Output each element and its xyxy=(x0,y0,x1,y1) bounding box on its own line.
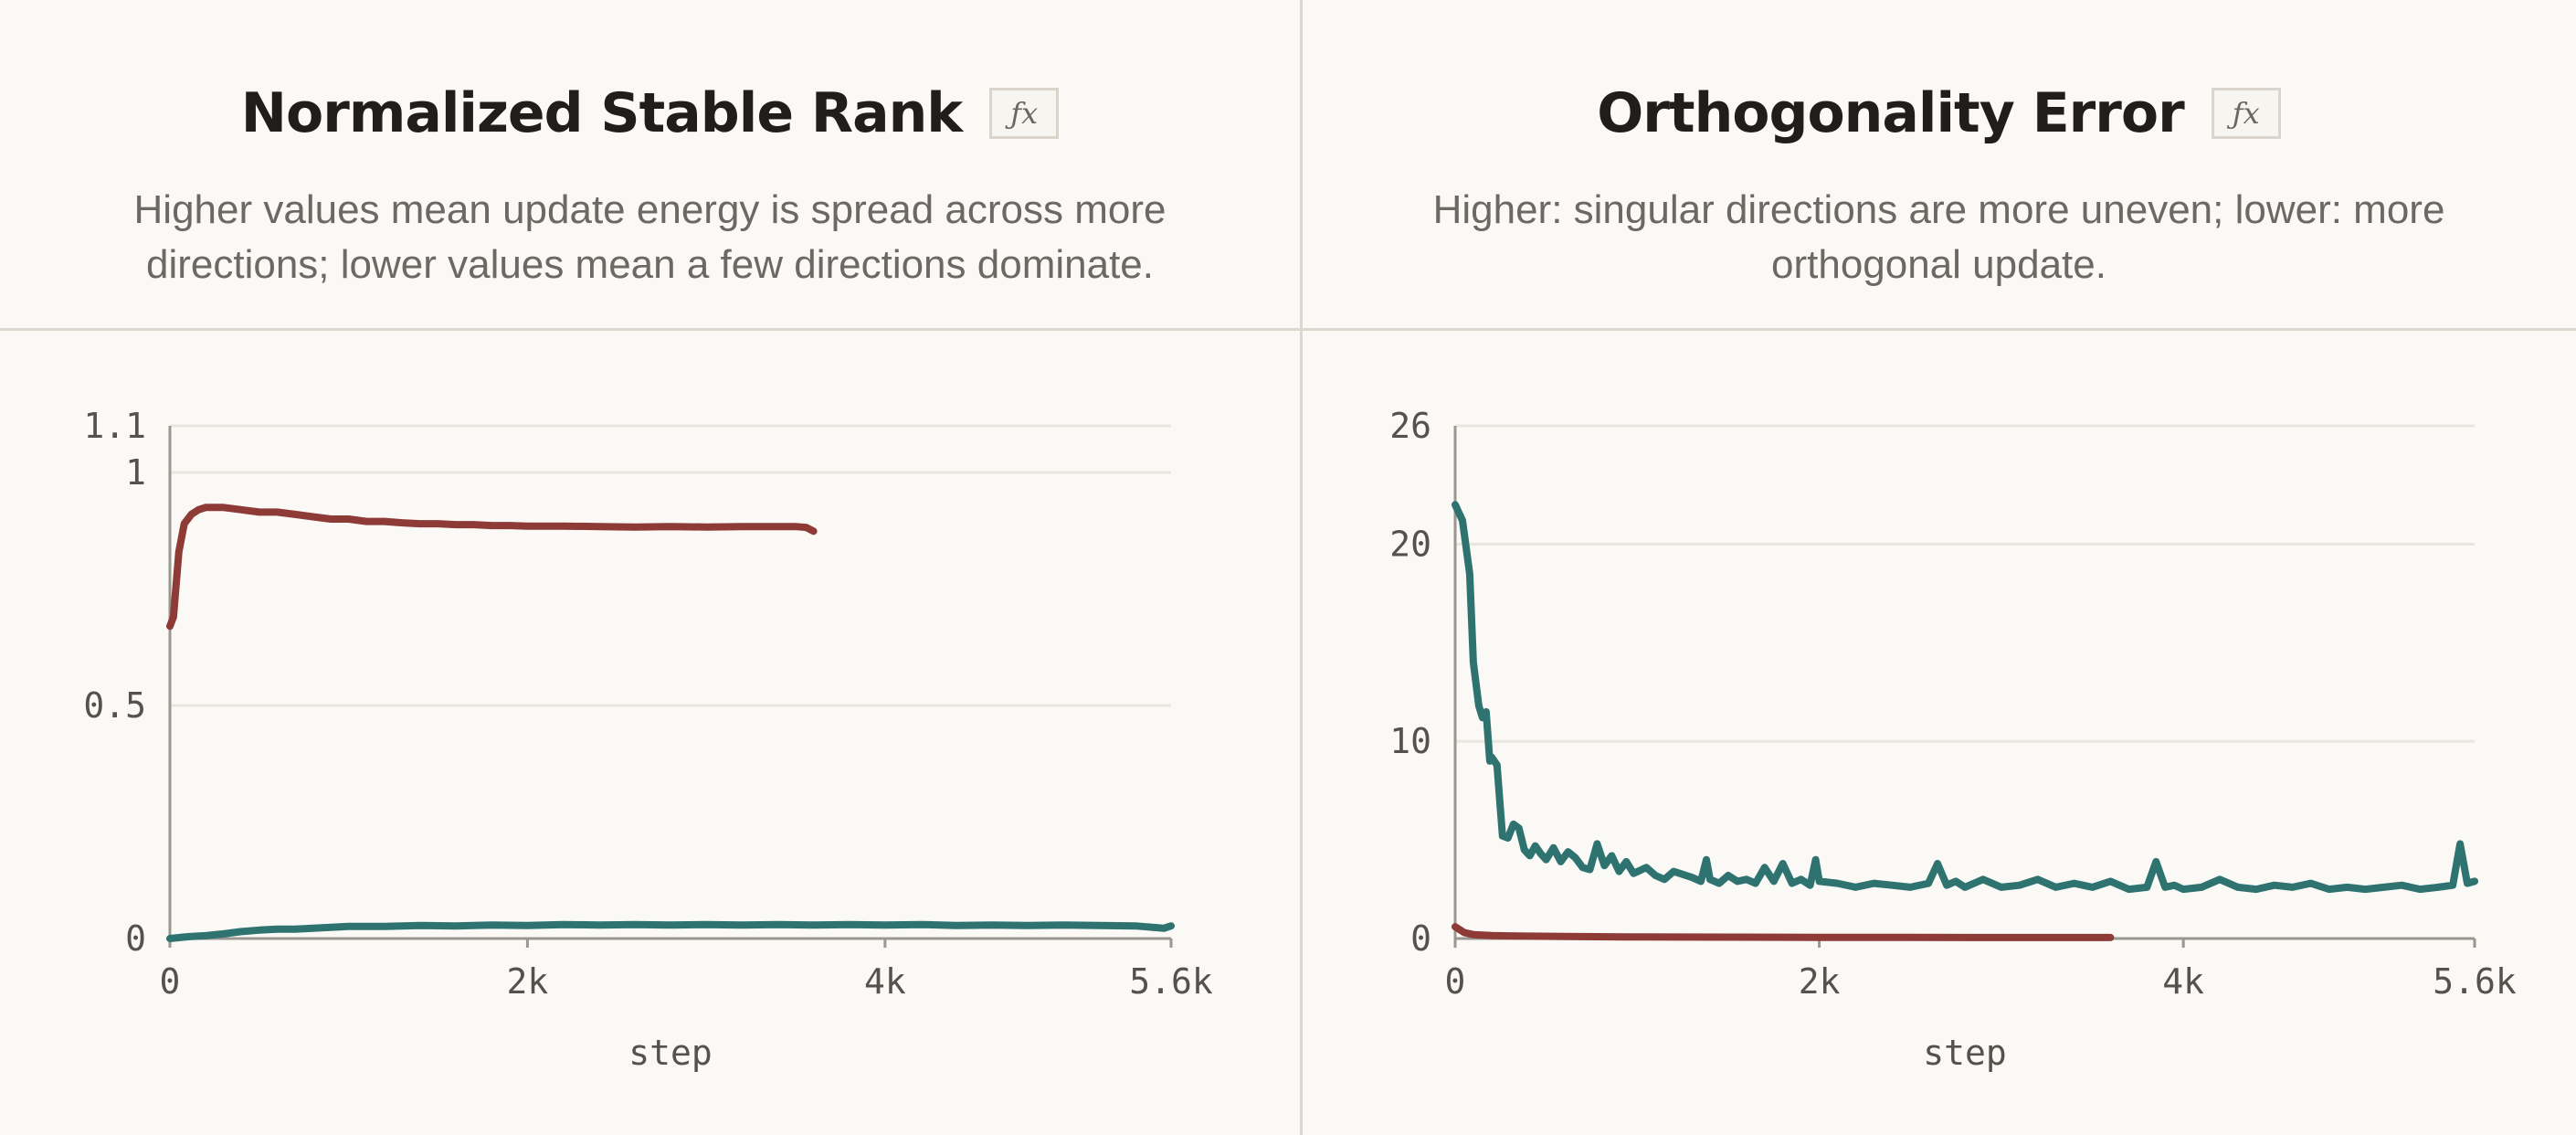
y-tick-label: 1 xyxy=(125,452,146,493)
x-tick-label: 2k xyxy=(1799,961,1841,1002)
chart-title: Normalized Stable Rank xyxy=(240,81,963,145)
y-tick-label: 20 xyxy=(1389,524,1431,564)
panel-header: Normalized Stable Rank ƒx Higher values … xyxy=(0,0,1300,328)
panel-normalized-stable-rank: Normalized Stable Rank ƒx Higher values … xyxy=(0,0,1300,1073)
x-tick-label: 2k xyxy=(507,961,549,1002)
x-axis-label: step xyxy=(628,1033,713,1073)
y-tick-label: 10 xyxy=(1389,721,1431,761)
chart-normalized-stable-rank: 0 0.5 1 1.1 0 2k 4k 5.6k step xyxy=(83,406,1213,1073)
title-row: Normalized Stable Rank ƒx xyxy=(0,71,1300,155)
x-tick-label: 4k xyxy=(2162,961,2204,1002)
formula-button[interactable]: ƒx xyxy=(989,88,1060,139)
x-tick-label: 5.6k xyxy=(2433,961,2517,1002)
x-axis-label: step xyxy=(1923,1033,2007,1073)
x-tick-label: 0 xyxy=(1445,961,1466,1002)
series-line-red xyxy=(166,504,818,631)
panel-header: Orthogonality Error ƒx Higher: singular … xyxy=(1302,0,2576,328)
series-line-red xyxy=(1452,923,2115,941)
chart-description: Higher values mean update energy is spre… xyxy=(133,187,1167,287)
panel-divider xyxy=(1300,0,1303,1135)
title-row: Orthogonality Error ƒx xyxy=(1302,71,2576,155)
x-tick-label: 5.6k xyxy=(1129,961,1213,1002)
y-tick-label: 0.5 xyxy=(83,685,146,726)
y-tick-label: 26 xyxy=(1389,406,1431,446)
panel-orthogonality-error: Orthogonality Error ƒx Higher: singular … xyxy=(1302,0,2576,1135)
header-divider xyxy=(0,328,2576,331)
x-tick-label: 4k xyxy=(864,961,906,1002)
series-line-teal xyxy=(1452,501,2478,894)
y-tick-label: 1.1 xyxy=(83,406,146,446)
chart-orthogonality-error: 0 10 20 26 0 2k 4k 5.6k step xyxy=(1389,406,2517,1073)
x-tick-label: 0 xyxy=(160,961,181,1002)
y-tick-label: 0 xyxy=(1410,918,1431,959)
chart-title: Orthogonality Error xyxy=(1597,81,2184,145)
y-tick-label: 0 xyxy=(125,918,146,959)
chart-description: Higher: singular directions are more une… xyxy=(1432,187,2445,287)
series-line-teal xyxy=(166,920,1175,942)
formula-button[interactable]: ƒx xyxy=(2211,88,2281,139)
